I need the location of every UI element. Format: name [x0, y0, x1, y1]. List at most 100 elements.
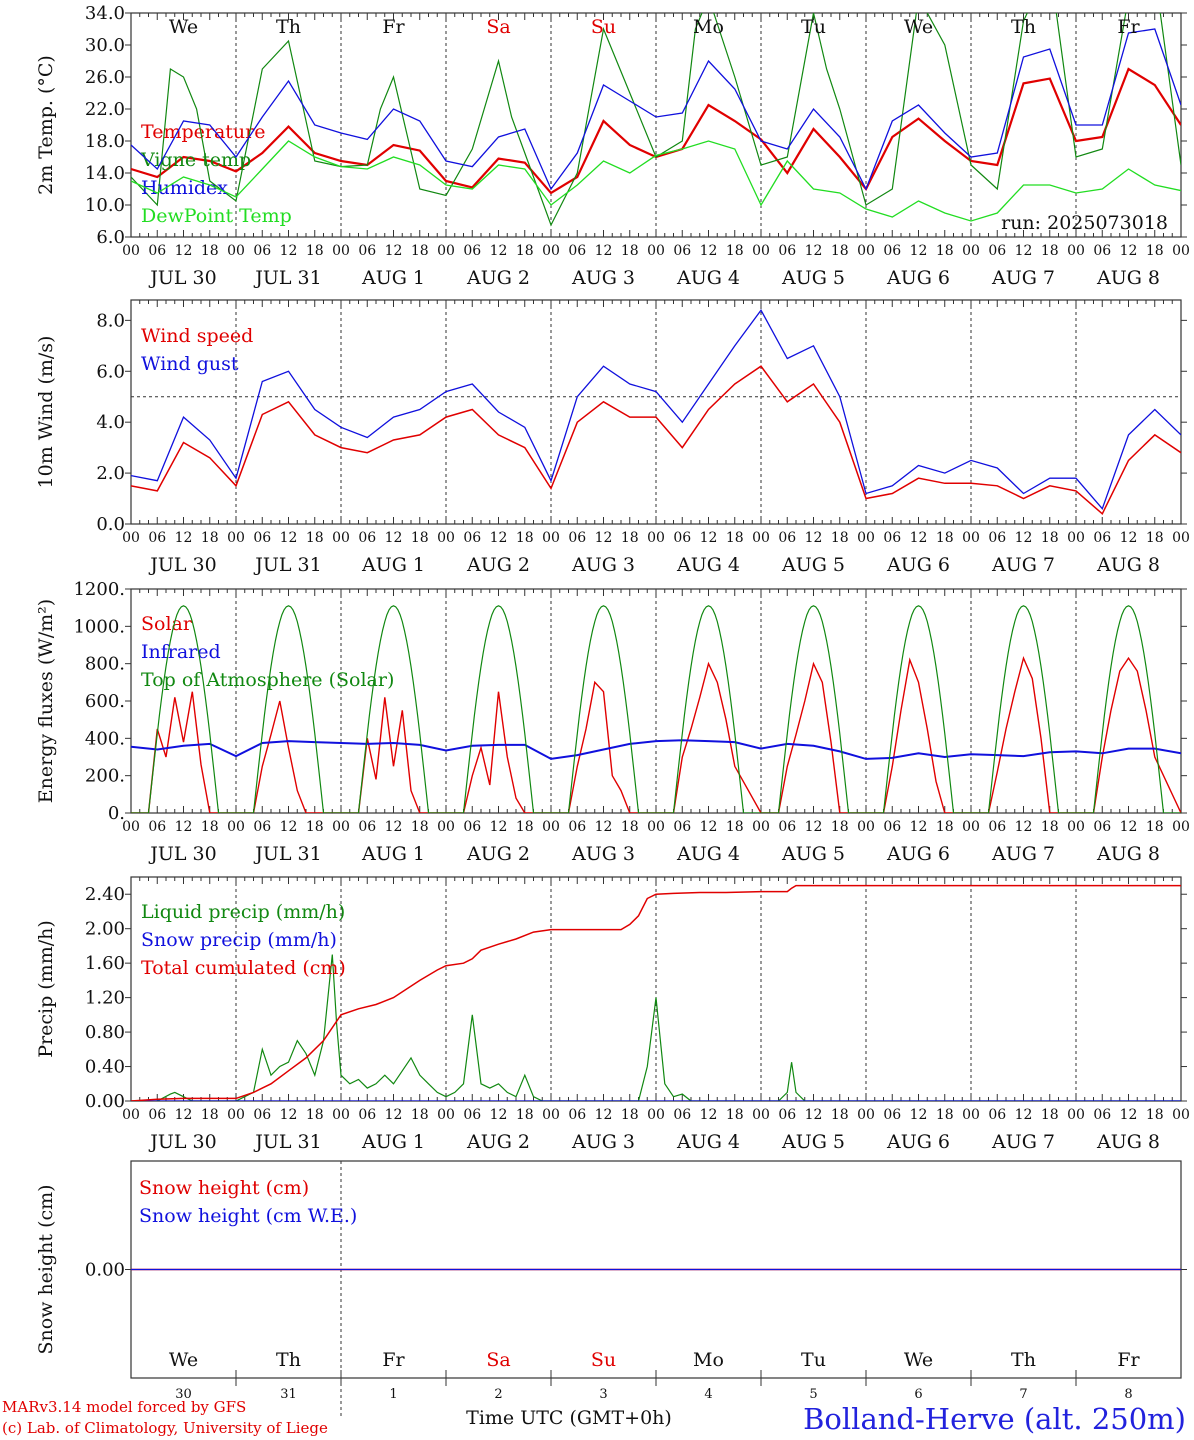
- station-title: Bolland-Herve (alt. 250m): [803, 1402, 1186, 1436]
- weekday-label: Mo: [693, 16, 724, 38]
- series-line-liquid-precip-mm-h-: [131, 954, 1181, 1101]
- panel-frame: [130, 299, 1182, 525]
- x-hour-label: 06: [358, 530, 376, 546]
- x-hour-label: 00: [227, 530, 245, 546]
- x-hour-label: 06: [673, 819, 691, 835]
- panel-precip: 00 06 12 18 00 06 12 18 00 06 12 18 00 06 12 18 00 06 12 18…: [35, 876, 1190, 1153]
- x-date-label: AUG 2: [466, 554, 530, 576]
- x-hour-label: 12: [910, 530, 928, 546]
- x-hour-label: 12: [805, 1107, 823, 1123]
- x-hour-label: 12: [175, 819, 193, 835]
- y-tick-label: 600.: [85, 691, 125, 712]
- x-date-label: AUG 5: [781, 267, 845, 289]
- x-date-label: AUG 2: [466, 843, 530, 865]
- x-hour-label: 06: [673, 1107, 691, 1123]
- x-date-label: AUG 4: [676, 267, 740, 289]
- day-number-label: 31: [280, 1387, 297, 1402]
- x-date-label: JUL 30: [148, 1131, 216, 1153]
- x-date-label: AUG 1: [361, 267, 425, 289]
- x-hour-label: 18: [306, 530, 324, 546]
- x-hour-label: 00: [1172, 1107, 1190, 1123]
- y-tick-label: 0.0: [96, 514, 125, 535]
- x-hour-label: 12: [805, 530, 823, 546]
- panel-frame: [130, 588, 1182, 814]
- x-date-label: AUG 7: [991, 1131, 1055, 1153]
- panel-wind: 00 06 12 18 00 06 12 18 00 06 12 18 00 06 12 18 00 06 12 18…: [35, 299, 1190, 576]
- x-hour-label: 00: [962, 1107, 980, 1123]
- weekday-label: Tu: [801, 1349, 826, 1371]
- x-hour-label: 00: [332, 819, 350, 835]
- legend-entry: Top of Atmosphere (Solar): [141, 669, 394, 691]
- x-hour-label: 18: [621, 1107, 639, 1123]
- y-tick-label: 1200.: [73, 579, 125, 600]
- run-label: run: 2025073018: [1001, 212, 1168, 234]
- legend-entry: Infrared: [141, 641, 221, 663]
- y-tick-label: 2.00: [85, 919, 125, 940]
- x-hour-label: 06: [673, 243, 691, 259]
- x-hour-label: 12: [910, 243, 928, 259]
- x-hour-label: 06: [253, 1107, 271, 1123]
- x-date-label: AUG 7: [991, 843, 1055, 865]
- x-hour-label: 18: [201, 819, 219, 835]
- x-date-label: AUG 1: [361, 554, 425, 576]
- x-hour-label: 06: [253, 530, 271, 546]
- x-date-label: AUG 8: [1096, 554, 1160, 576]
- legend-entry: Liquid precip (mm/h): [141, 901, 345, 923]
- panel-temperature: 00 06 12 18 00 06 12 18 00 06 12 18 00 06 12 18 00 06 12 18…: [35, 3, 1190, 289]
- x-hour-label: 18: [516, 530, 534, 546]
- x-date-label: AUG 5: [781, 554, 845, 576]
- x-date-label: JUL 30: [148, 554, 216, 576]
- day-number-label: 7: [1019, 1387, 1027, 1402]
- x-hour-label: 12: [1120, 819, 1138, 835]
- y-tick-label: 18.0: [85, 131, 125, 152]
- day-number-label: 1: [389, 1387, 397, 1402]
- x-hour-label: 18: [1146, 243, 1164, 259]
- x-hour-label: 12: [490, 1107, 508, 1123]
- x-hour-label: 12: [910, 1107, 928, 1123]
- x-hour-label: 18: [831, 819, 849, 835]
- x-hour-label: 06: [253, 243, 271, 259]
- legend-entry: Snow height (cm W.E.): [139, 1205, 357, 1227]
- weekday-label: We: [904, 1349, 933, 1371]
- x-hour-label: 00: [332, 1107, 350, 1123]
- x-date-label: AUG 4: [676, 1131, 740, 1153]
- y-tick-label: 0.40: [85, 1057, 125, 1078]
- x-hour-label: 06: [568, 819, 586, 835]
- y-axis-title: Snow height (cm): [35, 1184, 57, 1354]
- x-hour-label: 18: [726, 1107, 744, 1123]
- x-hour-label: 00: [647, 243, 665, 259]
- x-hour-label: 18: [936, 530, 954, 546]
- weekday-label: Sa: [486, 16, 510, 38]
- x-hour-label: 06: [988, 530, 1006, 546]
- y-tick-label: 6.0: [96, 227, 125, 248]
- x-hour-label: 12: [175, 243, 193, 259]
- y-tick-label: 6.0: [96, 361, 125, 382]
- panel-frame: [130, 12, 1182, 238]
- weekday-label: We: [169, 1349, 198, 1371]
- x-hour-label: 06: [988, 819, 1006, 835]
- x-date-label: AUG 3: [571, 554, 635, 576]
- x-hour-label: 06: [1093, 530, 1111, 546]
- x-hour-label: 06: [883, 819, 901, 835]
- x-hour-label: 06: [148, 243, 166, 259]
- x-hour-label: 00: [542, 819, 560, 835]
- x-hour-label: 06: [778, 530, 796, 546]
- x-hour-label: 00: [857, 243, 875, 259]
- day-number-label: 6: [914, 1387, 922, 1402]
- y-axis-title: 10m Wind (m/s): [35, 336, 57, 489]
- weekday-label: Th: [276, 1349, 301, 1371]
- x-hour-label: 06: [1093, 1107, 1111, 1123]
- series-line-infrared: [131, 739, 1181, 760]
- x-axis-title: Time UTC (GMT+0h): [466, 1407, 672, 1429]
- day-number-label: 2: [494, 1387, 502, 1402]
- y-tick-label: 0.00: [85, 1091, 125, 1112]
- x-hour-label: 06: [463, 243, 481, 259]
- x-hour-label: 00: [122, 530, 140, 546]
- x-date-label: JUL 31: [253, 554, 321, 576]
- x-hour-label: 06: [253, 819, 271, 835]
- x-hour-label: 06: [883, 1107, 901, 1123]
- x-hour-label: 18: [1146, 530, 1164, 546]
- weekday-label: Th: [1011, 16, 1036, 38]
- x-date-label: AUG 3: [571, 267, 635, 289]
- series-line-wind-gust: [131, 308, 1181, 510]
